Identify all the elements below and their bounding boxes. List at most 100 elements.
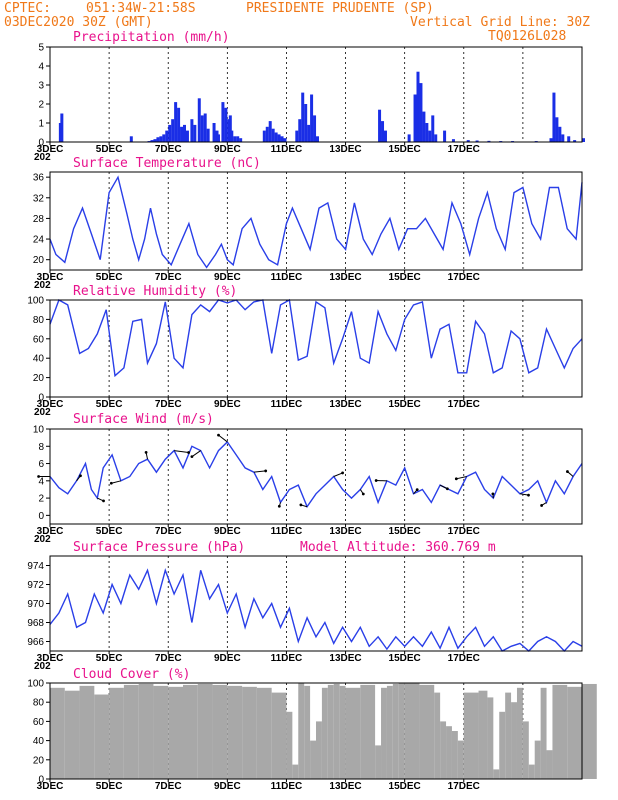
cloud-cover-bar [528, 764, 535, 779]
pressure-ytick-label: 974 [27, 561, 44, 572]
precipitation-bar [316, 136, 319, 142]
precipitation-bar [228, 115, 232, 142]
cloud-cover-bar [522, 721, 529, 779]
cloud-cover-bar [451, 731, 458, 779]
x-tick-label: 5DEC [96, 781, 123, 792]
cloud-cover-bar [138, 683, 154, 779]
pressure-ytick-label: 970 [27, 599, 44, 610]
x-tick-label: 9DEC [214, 144, 241, 155]
x-tick-label: 9DEC [214, 653, 241, 664]
precipitation-bar [549, 138, 553, 142]
wind-vector-head [527, 493, 530, 497]
pressure-ytick-label: 966 [27, 637, 44, 648]
precipitation-bar [271, 128, 275, 142]
precipitation-bar [383, 130, 387, 142]
precipitation-bar [561, 134, 565, 142]
x-tick-label: 3DEC [37, 781, 64, 792]
x-tick-label: 9DEC [214, 526, 241, 537]
cloud-cover-ytick-label: 60 [33, 717, 45, 728]
cloud-cover-bar [227, 685, 243, 779]
x-tick-label: 7DEC [155, 781, 182, 792]
cloud-cover-bar [64, 690, 80, 779]
cloud-cover-bar [339, 685, 346, 779]
precipitation-bar [206, 128, 210, 142]
cloud-cover-frame [49, 682, 583, 780]
x-tick-label: 7DEC [155, 526, 182, 537]
header-init-time: 03DEC2020 30Z (GMT) [4, 15, 153, 30]
wind-vector-head [299, 503, 303, 507]
humidity-ytick-label: 40 [33, 354, 45, 365]
wind-vector-head [79, 474, 82, 478]
wind-vector-head [109, 481, 113, 485]
precipitation-ytick-label: 0 [38, 138, 44, 149]
temperature-title: Surface Temperature (nC) [73, 156, 261, 171]
x-year-fragment: 202 [34, 152, 51, 163]
temperature-ytick-label: 20 [33, 255, 45, 266]
wind-vector-head [454, 477, 458, 481]
temperature-line [49, 175, 583, 269]
precipitation-bar [555, 117, 559, 142]
precipitation-bar [313, 115, 317, 142]
precipitation-bar [487, 140, 491, 142]
precipitation-bar [475, 140, 479, 142]
x-tick-label: 5DEC [96, 399, 123, 410]
wind-ytick-label: 4 [38, 476, 44, 487]
cloud-cover-bar [493, 769, 500, 779]
precipitation-bar [451, 139, 455, 142]
precipitation-bar [381, 121, 385, 142]
humidity-ytick-label: 80 [33, 315, 45, 326]
wind-vector-arrow [519, 493, 529, 496]
wind-ytick-label: 8 [38, 442, 44, 453]
pressure-line [49, 567, 583, 653]
x-tick-label: 17DEC [448, 653, 480, 664]
precipitation-bar [567, 136, 571, 142]
precipitation-bar [431, 115, 435, 142]
humidity-ytick-label: 100 [27, 296, 44, 307]
x-tick-label: 15DEC [389, 144, 421, 155]
precipitation-bar [190, 119, 194, 142]
cloud-cover-ytick-label: 40 [33, 736, 45, 747]
pressure-panel: Surface Pressure (hPa) 966 968 970 972 974 3DE… [27, 540, 583, 672]
wind-line [49, 440, 583, 509]
x-tick-label: 15DEC [389, 272, 421, 283]
precipitation-frame [49, 46, 583, 143]
cloud-cover-bar [534, 740, 541, 779]
cloud-cover-bar [434, 692, 441, 779]
cloud-cover-bar [345, 687, 361, 779]
wind-ytick-label: 0 [38, 511, 44, 522]
precipitation-bar [552, 92, 556, 142]
wind-vector-head [264, 469, 268, 473]
cloud-cover-bar [360, 684, 376, 779]
cloud-cover-bar [582, 683, 597, 779]
precipitation-bar [153, 139, 157, 142]
x-tick-label: 17DEC [448, 781, 480, 792]
wind-title: Surface Wind (m/s) [73, 412, 214, 427]
precipitation-ytick-label: 4 [38, 62, 44, 73]
precipitation-bar [156, 137, 160, 142]
wind-vector-head [217, 433, 220, 437]
x-tick-label: 11DEC [271, 399, 303, 410]
cloud-cover-bar [375, 745, 382, 779]
temperature-panel: Surface Temperature (nC) 20 24 28 32 36 3DEC 5D… [33, 156, 583, 291]
wind-panel: Surface Wind (m/s) 0 2 4 6 8 10 3DEC 5DEC 7DEC 9DE… [33, 412, 583, 545]
cloud-cover-bar [327, 684, 334, 779]
x-tick-label: 5DEC [96, 144, 123, 155]
cloud-cover-bar [463, 692, 479, 779]
x-tick-label: 3DEC [37, 399, 64, 410]
x-tick-label: 9DEC [214, 399, 241, 410]
cloud-cover-bar [304, 685, 311, 779]
cloud-cover-bar [183, 684, 198, 779]
header-source: CPTEC: [4, 1, 51, 16]
cloud-cover-bar [298, 683, 305, 779]
x-tick-label: 3DEC [37, 526, 64, 537]
cloud-cover-bar [79, 685, 95, 779]
precipitation-bar [177, 107, 181, 142]
humidity-ytick-label: 60 [33, 334, 45, 345]
x-tick-label: 7DEC [155, 399, 182, 410]
x-tick-label: 15DEC [389, 526, 421, 537]
precipitation-bar [434, 134, 438, 142]
cloud-cover-bar [168, 686, 183, 779]
cloud-cover-bar [511, 702, 517, 779]
humidity-ytick-label: 20 [33, 373, 45, 384]
cloud-cover-bar [94, 694, 110, 779]
